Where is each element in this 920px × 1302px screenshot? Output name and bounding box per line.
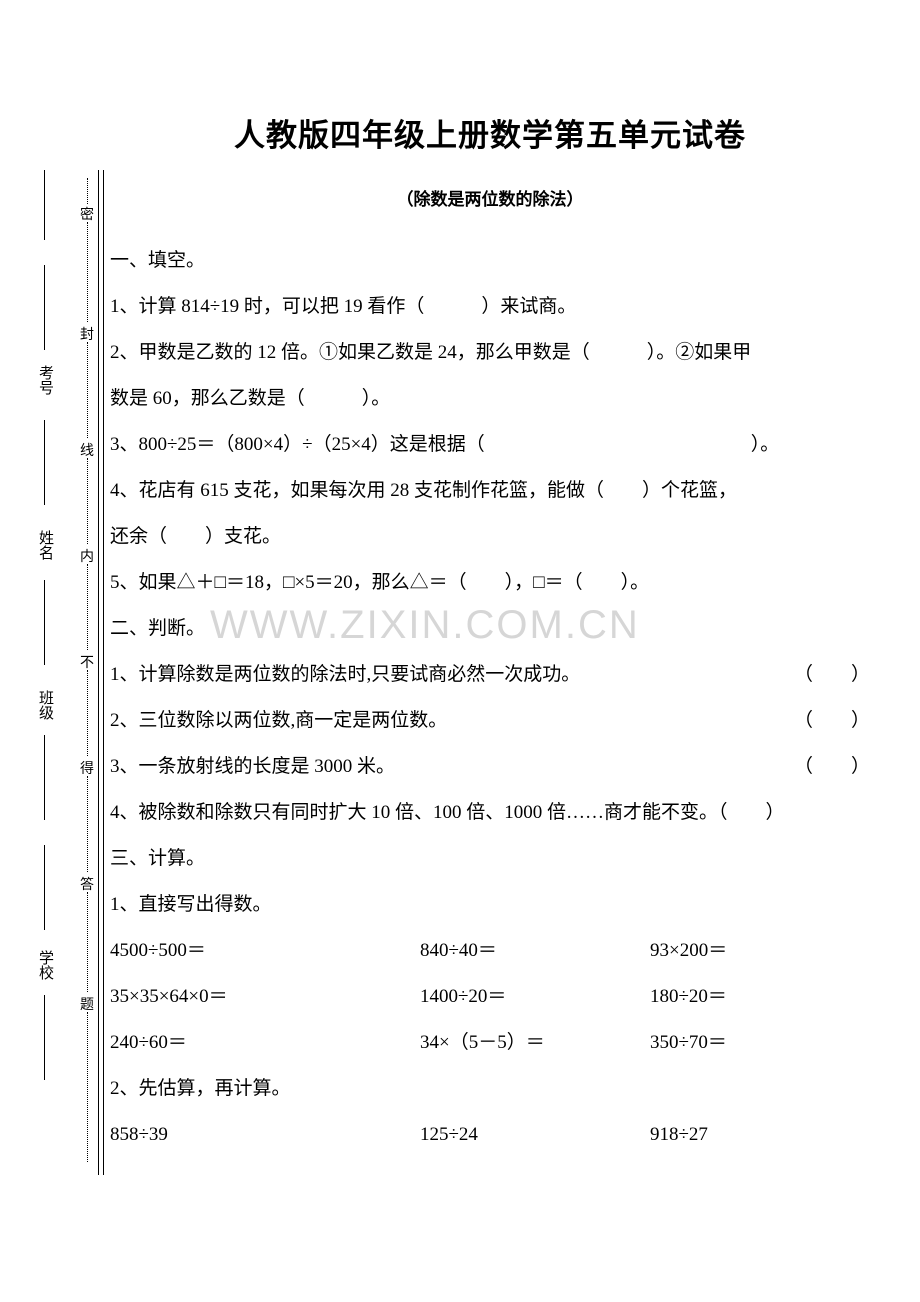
- estimate-row-1: 858÷39 125÷24 918÷27: [110, 1112, 870, 1158]
- binding-label-banji: 班级: [35, 690, 56, 720]
- judgment-3: 3、一条放射线的长度是 3000 米。 （ ）: [110, 744, 870, 790]
- judgment-3-text: 3、一条放射线的长度是 3000 米。: [110, 744, 395, 790]
- binding-label-xingming: 姓名: [35, 530, 56, 560]
- calc-1a: 4500÷500＝: [110, 928, 420, 974]
- binding-line: [44, 265, 45, 350]
- section-heading-3: 三、计算。: [110, 836, 870, 882]
- calc-sub-1: 1、直接写出得数。: [110, 882, 870, 928]
- double-rule-left: [98, 170, 99, 1175]
- question-2-line2: 数是 60，那么乙数是（ ）。: [110, 376, 870, 422]
- seal-char: 封: [78, 324, 96, 344]
- question-5: 5、如果△＋□＝18，□×5＝20，那么△＝（ ），□＝（ ）。: [110, 560, 870, 606]
- question-4-line2: 还余（ ）支花。: [110, 514, 870, 560]
- section-heading-2: 二、判断。: [110, 606, 870, 652]
- seal-char: 密: [78, 204, 96, 224]
- calc-row-3: 240÷60＝ 34×（5－5）＝ 350÷70＝: [110, 1020, 870, 1066]
- page-title: 人教版四年级上册数学第五单元试卷: [110, 110, 870, 155]
- double-rule-right: [103, 170, 104, 1175]
- content-area: 人教版四年级上册数学第五单元试卷 （除数是两位数的除法） 一、填空。 1、计算 …: [110, 110, 870, 1158]
- binding-line: [44, 845, 45, 930]
- calc-2a: 35×35×64×0＝: [110, 974, 420, 1020]
- question-2-line1: 2、甲数是乙数的 12 倍。①如果乙数是 24，那么甲数是（ ）。②如果甲: [110, 330, 870, 376]
- seal-char: 得: [78, 758, 96, 778]
- judgment-1-text: 1、计算除数是两位数的除法时,只要试商必然一次成功。: [110, 652, 580, 698]
- judgment-3-paren: （ ）: [794, 744, 870, 790]
- judgment-2-text: 2、三位数除以两位数,商一定是两位数。: [110, 698, 447, 744]
- page-subtitle: （除数是两位数的除法）: [110, 185, 870, 210]
- question-1: 1、计算 814÷19 时，可以把 19 看作（ ）来试商。: [110, 284, 870, 330]
- calc-2b: 1400÷20＝: [420, 974, 650, 1020]
- binding-label-xuexiao: 学校: [35, 950, 56, 980]
- binding-line: [44, 170, 45, 240]
- est-1c: 918÷27: [650, 1112, 708, 1158]
- judgment-2-paren: （ ）: [794, 698, 870, 744]
- binding-line: [44, 580, 45, 665]
- exam-page: 考号 姓名 班级 学校 密 封 线 内 不 得 答 题 WWW.ZIXIN.CO…: [0, 0, 920, 1302]
- section-heading-1: 一、填空。: [110, 238, 870, 284]
- judgment-2: 2、三位数除以两位数,商一定是两位数。 （ ）: [110, 698, 870, 744]
- binding-label-kaohao: 考号: [35, 365, 56, 395]
- calc-3a: 240÷60＝: [110, 1020, 420, 1066]
- seal-char: 答: [78, 874, 96, 894]
- est-1b: 125÷24: [420, 1112, 650, 1158]
- seal-line-column: 密 封 线 内 不 得 答 题: [78, 178, 98, 1168]
- binding-line: [44, 420, 45, 505]
- calc-1b: 840÷40＝: [420, 928, 650, 974]
- calc-row-1: 4500÷500＝ 840÷40＝ 93×200＝: [110, 928, 870, 974]
- calc-1c: 93×200＝: [650, 928, 727, 974]
- judgment-1-paren: （ ）: [794, 652, 870, 698]
- question-4-line1: 4、花店有 615 支花，如果每次用 28 支花制作花篮，能做（ ）个花篮，: [110, 468, 870, 514]
- binding-line: [44, 995, 45, 1080]
- judgment-1: 1、计算除数是两位数的除法时,只要试商必然一次成功。 （ ）: [110, 652, 870, 698]
- est-1a: 858÷39: [110, 1112, 420, 1158]
- seal-char: 不: [78, 652, 96, 672]
- seal-char: 内: [78, 546, 96, 566]
- judgment-4: 4、被除数和除数只有同时扩大 10 倍、100 倍、1000 倍……商才能不变。…: [110, 790, 870, 836]
- question-3: 3、800÷25＝（800×4）÷（25×4）这是根据（ ）。: [110, 422, 870, 468]
- calc-2c: 180÷20＝: [650, 974, 727, 1020]
- calc-3c: 350÷70＝: [650, 1020, 727, 1066]
- calc-3b: 34×（5－5）＝: [420, 1020, 650, 1066]
- seal-char: 题: [78, 994, 96, 1014]
- calc-sub-2: 2、先估算，再计算。: [110, 1066, 870, 1112]
- calc-row-2: 35×35×64×0＝ 1400÷20＝ 180÷20＝: [110, 974, 870, 1020]
- seal-char: 线: [78, 440, 96, 460]
- binding-line: [44, 735, 45, 820]
